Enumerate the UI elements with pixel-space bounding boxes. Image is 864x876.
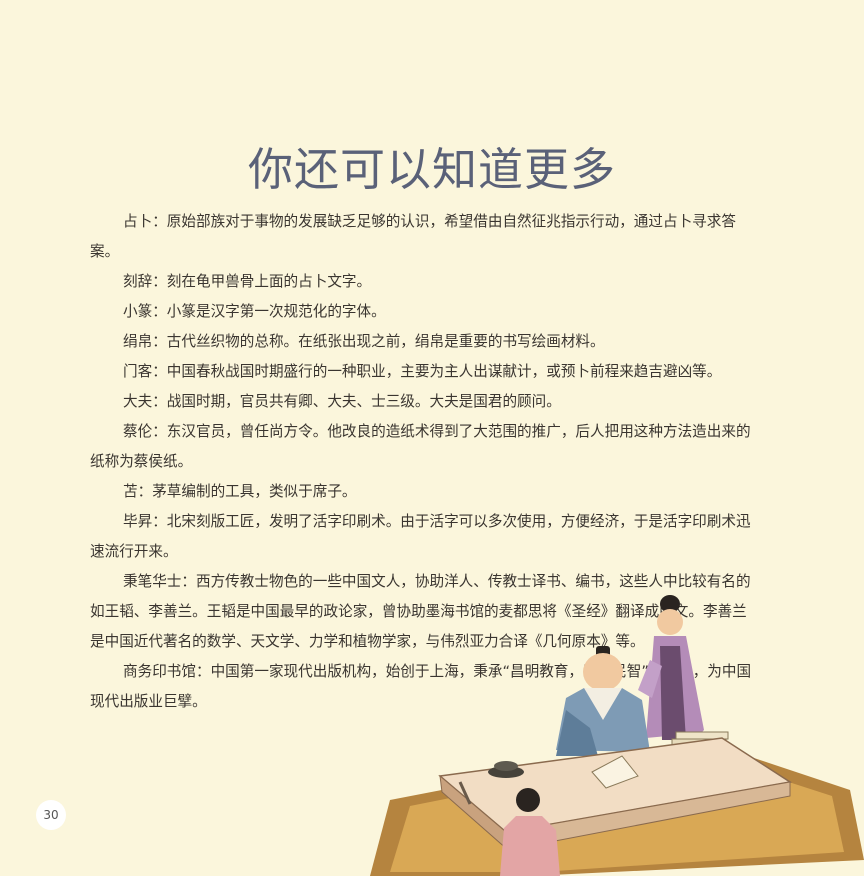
glossary-term: 门客： (123, 363, 167, 380)
page-number: 30 (36, 800, 66, 830)
glossary-definition: 小篆是汉字第一次规范化的字体。 (166, 303, 386, 320)
glossary-definition: 战国时期，官员共有卿、大夫、士三级。大夫是国君的顾问。 (166, 393, 561, 410)
glossary-entry-cai-lun: 蔡伦：东汉官员，曾任尚方令。他改良的造纸术得到了大范围的推广，后人把用这种方法造… (90, 417, 758, 477)
glossary-entry-scribes: 秉笔华士：西方传教士物色的一些中国文人，协助洋人、传教士译书、编书，这些人中比较… (90, 567, 758, 657)
glossary-definition: 原始部族对于事物的发展缺乏足够的认识，希望借由自然征兆指示行动，通过占卜寻求答案… (90, 213, 736, 260)
glossary-definition: 古代丝织物的总称。在纸张出现之前，绢帛是重要的书写绘画材料。 (166, 333, 605, 350)
glossary-term: 占卜： (123, 213, 167, 230)
glossary-entry-bi-sheng: 毕昇：北宋刻版工匠，发明了活字印刷术。由于活字可以多次使用，方便经济，于是活字印… (90, 507, 758, 567)
glossary-term: 毕昇： (123, 513, 167, 530)
glossary-term: 蔡伦： (123, 423, 167, 440)
standing-figure (638, 595, 704, 740)
glossary-definition: 茅草编制的工具，类似于席子。 (152, 483, 357, 500)
glossary-entry-retainer: 门客：中国春秋战国时期盛行的一种职业，主要为主人出谋献计，或预卜前程来趋吉避凶等… (90, 357, 758, 387)
glossary-entry-shan: 苫：茅草编制的工具，类似于席子。 (90, 477, 758, 507)
glossary-term: 小篆： (123, 303, 167, 320)
glossary-term: 苫： (123, 483, 153, 500)
glossary-entry-divination: 占卜：原始部族对于事物的发展缺乏足够的认识，希望借由自然征兆指示行动，通过占卜寻… (90, 207, 758, 267)
glossary-term: 刻辞： (123, 273, 167, 290)
child-figure (500, 788, 560, 876)
glossary-entry-small-seal: 小篆：小篆是汉字第一次规范化的字体。 (90, 297, 758, 327)
page-title: 你还可以知道更多 (247, 143, 616, 197)
glossary-term: 绢帛： (123, 333, 167, 350)
glossary-term: 大夫： (123, 393, 167, 410)
scholars-writing-illustration (370, 595, 864, 876)
glossary-definition: 东汉官员，曾任尚方令。他改良的造纸术得到了大范围的推广，后人把用这种方法造出来的… (90, 423, 751, 470)
glossary-entry-silk: 绢帛：古代丝织物的总称。在纸张出现之前，绢帛是重要的书写绘画材料。 (90, 327, 758, 357)
glossary-term: 秉笔华士： (123, 573, 196, 590)
glossary-entry-inscription: 刻辞：刻在龟甲兽骨上面的占卜文字。 (90, 267, 758, 297)
glossary-term: 商务印书馆： (123, 663, 211, 680)
glossary-definition: 北宋刻版工匠，发明了活字印刷术。由于活字可以多次使用，方便经济，于是活字印刷术迅… (90, 513, 751, 560)
glossary-definition: 西方传教士物色的一些中国文人，协助洋人、传教士译书、编书，这些人中比较有名的如王… (90, 573, 751, 650)
glossary-entry-dafu: 大夫：战国时期，官员共有卿、大夫、士三级。大夫是国君的顾问。 (90, 387, 758, 417)
seated-scholar (556, 646, 650, 756)
glossary-definition: 中国春秋战国时期盛行的一种职业，主要为主人出谋献计，或预卜前程来趋吉避凶等。 (166, 363, 722, 380)
glossary-definition: 刻在龟甲兽骨上面的占卜文字。 (166, 273, 372, 290)
